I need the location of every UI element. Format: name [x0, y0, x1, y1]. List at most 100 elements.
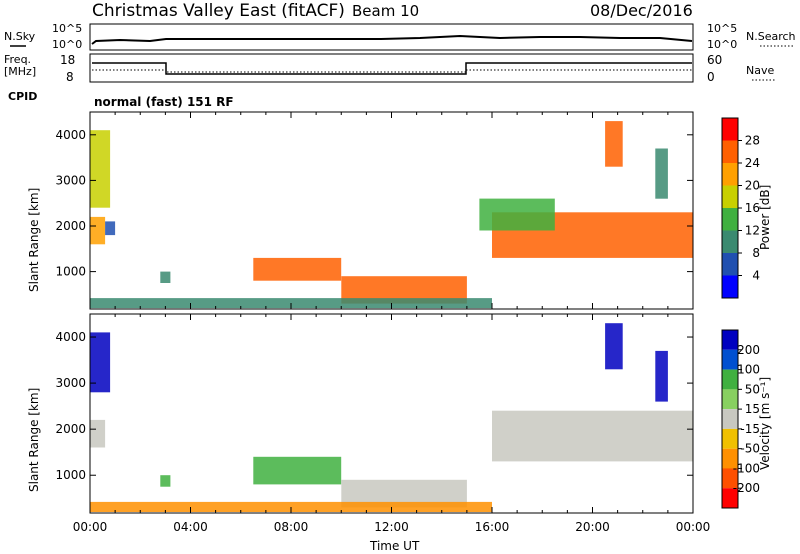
- nsky-strip: N.Sky 10^5 10^0 10^5 10^0 N.Search: [4, 22, 796, 51]
- power-ytick-label-3: 4000: [55, 128, 86, 142]
- xtick-label-5: 20:00: [575, 520, 610, 534]
- velocity-colorbar-tick-2: 50: [745, 382, 760, 396]
- nsky-line: [91, 34, 693, 45]
- power-colorbar-swatch-2: [722, 230, 738, 253]
- xtick-label-1: 04:00: [173, 520, 208, 534]
- velocity-colorbar-tick-5: -50: [740, 442, 760, 456]
- velocity-region-6: [492, 410, 693, 462]
- power-colorbar-tick-4: 20: [745, 179, 760, 193]
- power-colorbar-swatch-1: [722, 253, 738, 276]
- power-x-tickmarks: [89, 112, 694, 309]
- nave-label: Nave: [746, 64, 774, 77]
- power-colorbar-label: Power [dB]: [758, 185, 772, 250]
- velocity-colorbar-label: Velocity [m s⁻¹]: [758, 377, 772, 470]
- power-colorbar-ticks: 4 8 12 16 20 24 28: [738, 134, 760, 283]
- freq-strip: Freq. [MHz] 18 8 60 0 Nave: [4, 53, 775, 84]
- power-y-ticks: 1000 2000 3000 4000: [55, 128, 693, 279]
- velocity-region-1: [90, 419, 106, 448]
- velocity-colorbar-tick-4: -15: [740, 422, 760, 436]
- xtick-label-3: 12:00: [374, 520, 409, 534]
- velocity-ytick-label-3: 4000: [55, 330, 86, 344]
- power-colorbar-tick-0: 4: [752, 269, 760, 283]
- velocity-region-8: [655, 350, 668, 402]
- power-colorbar-tick-3: 16: [745, 201, 760, 215]
- freq-label: Freq.: [4, 53, 31, 66]
- power-heatmap-cells: [90, 121, 693, 309]
- velocity-colorbar-swatch-7: [722, 468, 738, 489]
- nsky-tick-bottom: 10^0: [52, 38, 82, 51]
- velocity-colorbar: [721, 329, 739, 509]
- power-colorbar-tick-1: 8: [752, 246, 760, 260]
- freq-unit-label: [MHz]: [4, 65, 36, 78]
- power-ytick-label-1: 2000: [55, 219, 86, 233]
- power-region-0: [90, 130, 111, 208]
- power-region-2: [105, 221, 116, 236]
- velocity-colorbar-tick-7: -200: [733, 481, 760, 495]
- velocity-ytick-label-0: 1000: [55, 468, 86, 482]
- power-region-8: [479, 198, 555, 231]
- velocity-colorbar-tick-6: -100: [733, 461, 760, 475]
- nsearch-tick-top: 10^5: [707, 22, 737, 35]
- power-region-3: [160, 271, 171, 283]
- nave-tick-top: 60: [707, 53, 722, 67]
- x-axis-label: Time UT: [369, 539, 420, 553]
- page-title: Christmas Valley East (fitACF): [92, 1, 345, 21]
- velocity-colorbar-tick-1: 100: [737, 363, 760, 377]
- power-colorbar-swatch-5: [722, 163, 738, 186]
- nsearch-tick-bottom: 10^0: [707, 38, 737, 51]
- freq-line: [92, 62, 692, 75]
- velocity-ytick-label-1: 2000: [55, 422, 86, 436]
- velocity-colorbar-swatch-0: [722, 330, 738, 350]
- power-ytick-label-2: 3000: [55, 173, 86, 187]
- power-colorbar-tick-5: 24: [745, 156, 760, 170]
- velocity-colorbar-tick-3: 15: [745, 402, 760, 416]
- velocity-y-ticks: 1000 2000 3000 4000: [55, 330, 693, 482]
- power-colorbar-swatch-3: [722, 208, 738, 231]
- velocity-region-0: [90, 332, 111, 393]
- cpid-text: normal (fast) 151 RF: [94, 95, 234, 109]
- velocity-colorbar-tick-0: 200: [737, 343, 760, 357]
- power-ytick-label-0: 1000: [55, 265, 86, 279]
- power-colorbar-tick-6: 28: [745, 134, 760, 148]
- xtick-label-4: 16:00: [475, 520, 510, 534]
- velocity-region-5: [90, 501, 492, 512]
- velocity-colorbar-swatch-6: [722, 448, 738, 469]
- velocity-ytick-label-2: 3000: [55, 376, 86, 390]
- velocity-region-7: [605, 323, 623, 370]
- nave-line: [92, 69, 692, 73]
- xtick-label-6: 00:00: [676, 520, 711, 534]
- nsearch-label: N.Search: [746, 30, 796, 43]
- beam-label: Beam 10: [352, 2, 419, 20]
- power-ylabel: Slant Range [km]: [27, 188, 41, 292]
- cpid-label: CPID: [8, 90, 37, 103]
- power-colorbar-swatch-6: [722, 140, 738, 163]
- velocity-colorbar-swatch-4: [722, 409, 738, 429]
- power-region-10: [655, 148, 668, 199]
- velocity-colorbar-swatch-3: [722, 389, 738, 410]
- velocity-colorbar-swatch-1: [722, 349, 738, 370]
- velocity-heatmap-cells: [90, 323, 693, 512]
- power-colorbar: [721, 117, 739, 299]
- power-colorbar-tick-2: 12: [745, 224, 760, 238]
- velocity-x-ticks: 00:00 04:00 08:00 12:00 16:00 20:00 00:00: [73, 520, 711, 534]
- velocity-colorbar-ticks: 200 100 50 15 -15 -50 -100 -200: [733, 343, 760, 495]
- velocity-panel: 1000 2000 3000 4000 00:00 04:00 08:00 12:00 16:…: [27, 313, 772, 553]
- xtick-label-2: 08:00: [274, 520, 309, 534]
- power-region-1: [90, 216, 106, 245]
- power-region-4: [253, 257, 342, 281]
- xtick-label-0: 00:00: [73, 520, 108, 534]
- power-region-9: [605, 121, 623, 167]
- velocity-colorbar-swatch-5: [722, 428, 738, 449]
- nave-tick-bottom: 0: [707, 70, 715, 84]
- velocity-ylabel: Slant Range [km]: [27, 388, 41, 492]
- velocity-colorbar-swatch-2: [722, 369, 738, 390]
- nsky-label: N.Sky: [4, 30, 36, 43]
- freq-tick-bottom: 8: [66, 70, 74, 84]
- power-colorbar-swatch-7: [722, 118, 738, 141]
- velocity-region-3: [253, 456, 342, 485]
- freq-tick-top: 18: [60, 53, 75, 67]
- velocity-x-tickmarks: [89, 314, 694, 513]
- power-colorbar-swatch-4: [722, 185, 738, 208]
- velocity-colorbar-swatch-8: [722, 488, 738, 508]
